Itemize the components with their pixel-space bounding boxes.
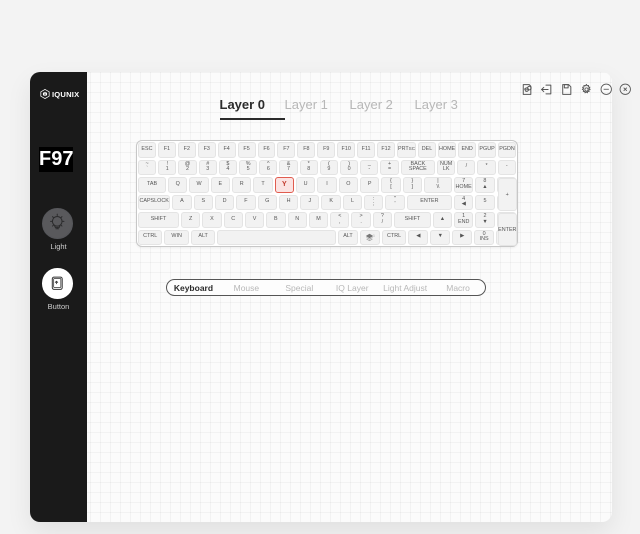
svg-text:1: 1: [374, 233, 376, 237]
